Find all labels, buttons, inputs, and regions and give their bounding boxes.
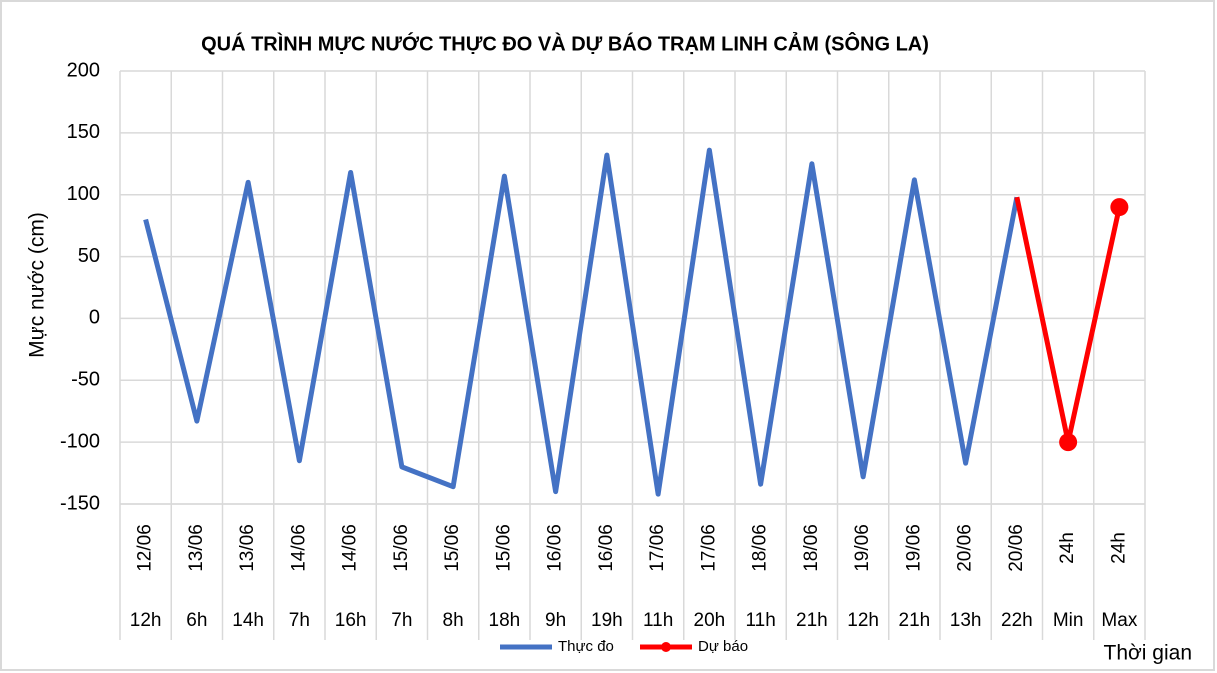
y-tick-label: 0	[89, 307, 100, 329]
y-axis-label: Mực nước (cm)	[26, 212, 49, 358]
x-tick-label-bottom: 7h	[391, 610, 412, 631]
x-tick-label-top: 15/06	[493, 524, 514, 572]
point-marker	[1110, 198, 1129, 217]
x-tick-label-bottom: Max	[1101, 610, 1137, 631]
legend-label: Thực đo	[558, 638, 614, 655]
legend-marker	[661, 642, 671, 652]
x-tick-label-top: 15/06	[442, 524, 463, 572]
x-tick-label-bottom: 20h	[694, 610, 726, 631]
x-tick-label-top: 16/06	[596, 524, 617, 572]
x-tick-label-top: 13/06	[186, 524, 207, 572]
point-marker	[1059, 433, 1078, 452]
x-tick-label-bottom: 13h	[950, 610, 982, 631]
x-tick-label-bottom: 12h	[847, 610, 879, 631]
x-tick-label-bottom: 12h	[130, 610, 162, 631]
y-tick-label: -100	[60, 430, 100, 452]
x-tick-label-top: 15/06	[391, 524, 412, 572]
x-tick-label-bottom: 22h	[1001, 610, 1033, 631]
x-axis-label: Thời gian	[1104, 642, 1192, 665]
x-tick-label-top: 14/06	[340, 524, 361, 572]
x-tick-label-top: 16/06	[545, 524, 566, 572]
x-tick-label-bottom: 18h	[489, 610, 521, 631]
y-tick-label: 50	[78, 245, 100, 267]
x-tick-label-bottom: 11h	[745, 610, 775, 631]
x-tick-label-bottom: 21h	[796, 610, 828, 631]
x-tick-label-top: 24h	[1057, 532, 1078, 564]
x-tick-label-top: 24h	[1108, 532, 1129, 564]
x-tick-label-top: 14/06	[288, 524, 309, 572]
x-tick-label-top: 17/06	[647, 524, 668, 572]
chart-title: QUÁ TRÌNH MỰC NƯỚC THỰC ĐO VÀ DỰ BÁO TRẠ…	[201, 31, 929, 55]
x-tick-label-bottom: 8h	[443, 610, 464, 631]
x-tick-label-top: 20/06	[1006, 524, 1027, 572]
x-tick-label-top: 19/06	[852, 524, 873, 572]
x-tick-label-top: 12/06	[135, 524, 156, 572]
x-tick-label-top: 13/06	[237, 524, 258, 572]
x-tick-label-top: 17/06	[698, 524, 719, 572]
x-tick-label-top: 20/06	[955, 524, 976, 572]
y-tick-label: 200	[67, 59, 100, 81]
x-tick-label-top: 19/06	[903, 524, 924, 572]
y-tick-label: -50	[71, 369, 100, 391]
x-tick-label-bottom: 6h	[186, 610, 207, 631]
x-tick-label-top: 18/06	[801, 524, 822, 572]
x-tick-label-bottom: 21h	[899, 610, 931, 631]
x-tick-label-bottom: 11h	[643, 610, 673, 631]
x-tick-label-bottom: 7h	[289, 610, 310, 631]
x-tick-label-bottom: Min	[1053, 610, 1084, 631]
x-tick-label-bottom: 16h	[335, 610, 367, 631]
series-line	[143, 147, 1020, 497]
x-tick-label-bottom: 9h	[545, 610, 566, 631]
x-tick-label-top: 18/06	[750, 524, 771, 572]
x-tick-label-bottom: 19h	[591, 610, 623, 631]
y-tick-label: 100	[67, 183, 100, 205]
x-tick-label-bottom: 14h	[232, 610, 264, 631]
legend-label: Dự báo	[698, 638, 748, 655]
y-tick-label: 150	[67, 121, 100, 143]
y-tick-label: -150	[60, 492, 100, 514]
